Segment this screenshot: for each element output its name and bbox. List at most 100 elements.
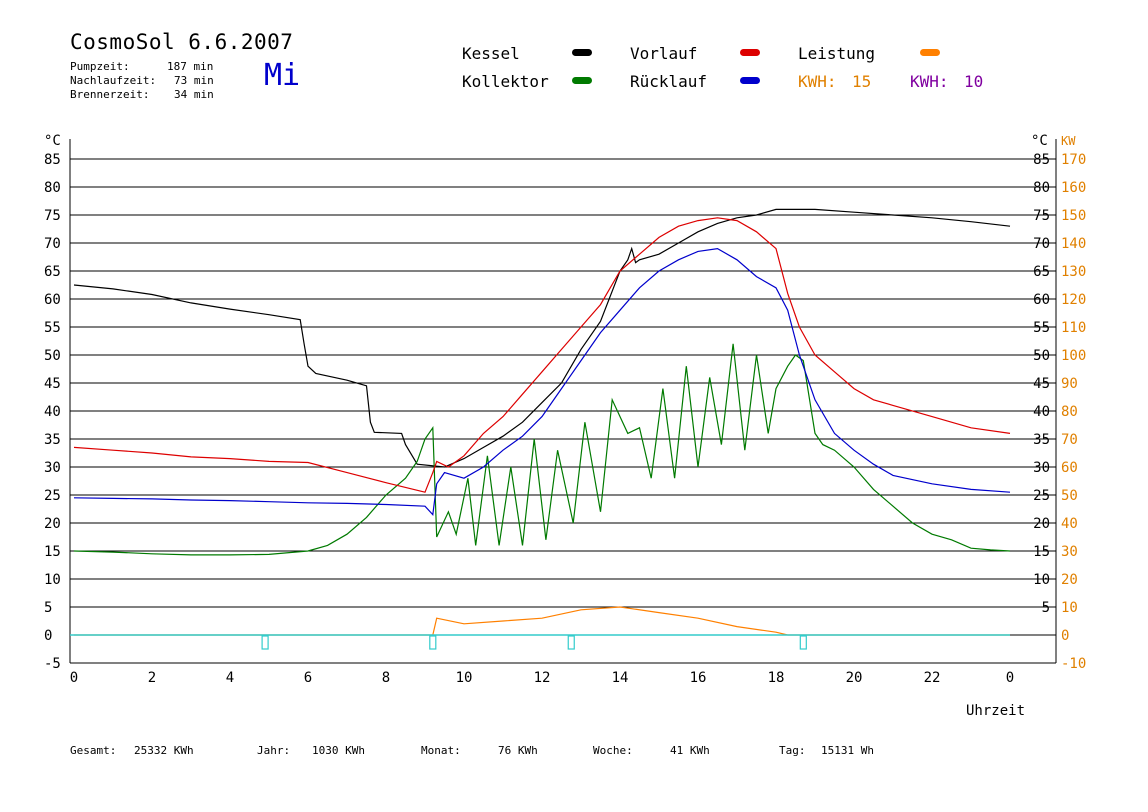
baseline-marker [567,635,575,650]
y-right-tick-label: 65 [1033,264,1050,280]
y-tick-label: 50 [44,348,61,364]
footer-monat-value: 76 KWh [498,744,538,757]
y-right-axis-label: °C [1031,133,1048,149]
y-tick-label: 75 [44,208,61,224]
stat-nachlaufzeit-label: Nachlaufzeit: [70,74,157,87]
x-axis-label: Uhrzeit [966,703,1025,719]
y2-tick-label: 80 [1061,404,1078,420]
y2-tick-label: 120 [1061,292,1086,308]
footer-tag-label: Tag: [779,744,806,757]
y-tick-label: -5 [44,656,61,672]
x-tick-label: 22 [924,670,941,686]
x-tick-label: 18 [768,670,785,686]
footer-woche-value: 41 KWh [670,744,710,757]
footer-gesamt-label: Gesamt: [70,744,117,757]
y-tick-label: 80 [44,180,61,196]
y-tick-label: 25 [44,488,61,504]
y-tick-label: 85 [44,152,61,168]
stat-pumpzeit-value: 187 min [167,60,214,73]
y-axis-label: °C [44,133,61,149]
kwh-orange-label: KWH: [798,72,837,91]
y-right-tick-label: 25 [1033,488,1050,504]
y-right-tick-label: 20 [1033,516,1050,532]
y2-tick-label: 0 [1061,628,1069,644]
baseline-marker [261,635,269,650]
series-vorlauf [73,217,1011,493]
stat-nachlaufzeit-value: 73 min [174,74,214,87]
legend-label-kessel: Kessel [462,44,520,63]
y-tick-label: 65 [44,264,61,280]
y-tick-label: 70 [44,236,61,252]
y-tick-label: 20 [44,516,61,532]
legend-swatch-kollektor [572,77,592,84]
y2-tick-label: -10 [1061,656,1086,672]
weekday-label: Mi [264,58,301,93]
y2-tick-label: 10 [1061,600,1078,616]
footer-monat-label: Monat: [421,744,461,757]
x-tick-label: 4 [226,670,234,686]
y2-tick-label: 50 [1061,488,1078,504]
legend-swatch-kessel [572,49,592,56]
x-tick-label: 10 [456,670,473,686]
y-right-tick-label: 5 [1042,600,1050,616]
y-tick-label: 10 [44,572,61,588]
footer-woche-label: Woche: [593,744,633,757]
legend-swatch-vorlauf [740,49,760,56]
kwh-purple-value: 10 [964,72,984,91]
series-kessel [73,208,1011,468]
y2-tick-label: 60 [1061,460,1078,476]
y-right-tick-label: 45 [1033,376,1050,392]
legend-label-leistung: Leistung [798,44,876,63]
footer-jahr-label: Jahr: [257,744,291,757]
stat-pumpzeit-label: Pumpzeit: [70,60,130,73]
y2-tick-label: 100 [1061,348,1086,364]
y2-tick-label: 160 [1061,180,1086,196]
y-right-tick-label: 70 [1033,236,1050,252]
series-kollektor [73,343,1011,556]
chart-series [70,208,1011,650]
x-tick-label: 0 [1006,670,1014,686]
x-tick-label: 8 [382,670,390,686]
series-leistung [74,606,1010,636]
y-tick-label: 15 [44,544,61,560]
baseline-marker [429,635,437,650]
y-right-tick-label: 15 [1033,544,1050,560]
y2-tick-label: 40 [1061,516,1078,532]
y-right-tick-label: 40 [1033,404,1050,420]
x-tick-label: 14 [612,670,629,686]
y-tick-label: 5 [44,600,52,616]
y-right-tick-label: 55 [1033,320,1050,336]
y2-tick-label: 150 [1061,208,1086,224]
y-tick-label: 30 [44,460,61,476]
baseline-marker [799,635,807,650]
y2-tick-label: 30 [1061,544,1078,560]
x-tick-label: 16 [690,670,707,686]
y2-tick-label: 170 [1061,152,1086,168]
chart-grid [70,158,1056,664]
legend-label-kollektor: Kollektor [462,72,549,91]
y-right-tick-label: 80 [1033,180,1050,196]
chart-labels: 8580757065605550454035302520151050-58580… [44,133,1086,719]
y-tick-label: 0 [44,628,52,644]
y-right-tick-label: 50 [1033,348,1050,364]
legend-label-vorlauf: Vorlauf [630,44,698,63]
y-right-tick-label: 75 [1033,208,1050,224]
y-tick-label: 45 [44,376,61,392]
y-right-tick-label: 85 [1033,152,1050,168]
y2-axis-label: KW [1061,134,1076,148]
y-tick-label: 55 [44,320,61,336]
y-right-tick-label: 10 [1033,572,1050,588]
y-tick-label: 40 [44,404,61,420]
y-right-tick-label: 60 [1033,292,1050,308]
footer-gesamt-value: 25332 KWh [134,744,194,757]
stat-brennerzeit-value: 34 min [174,88,214,101]
y2-tick-label: 90 [1061,376,1078,392]
page-title: CosmoSol 6.6.2007 [70,30,294,54]
x-tick-label: 0 [70,670,78,686]
kwh-orange-value: 15 [852,72,872,91]
y2-tick-label: 130 [1061,264,1086,280]
y-right-tick-label: 35 [1033,432,1050,448]
x-tick-label: 12 [534,670,551,686]
footer-tag-value: 15131 Wh [821,744,874,757]
